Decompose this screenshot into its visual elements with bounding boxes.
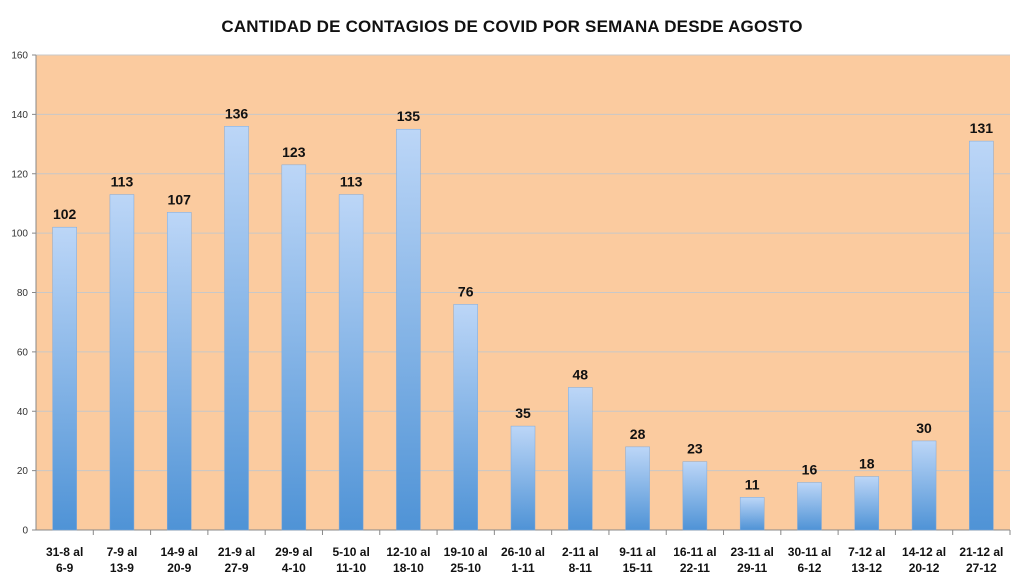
data-label: 113	[111, 174, 134, 190]
data-labels: 102 113 107 136 123 113 135 76 35 48 28 23 11 16 18 30 1…	[53, 105, 993, 492]
data-label: 113	[340, 174, 363, 190]
data-label: 18	[859, 456, 875, 472]
x-tick-label: 27-12	[966, 561, 997, 575]
data-label: 135	[397, 108, 421, 124]
data-label: 11	[745, 476, 760, 492]
data-label: 35	[515, 405, 531, 421]
x-tick-label: 1-11	[511, 561, 535, 575]
y-tick-label: 0	[22, 526, 28, 537]
x-tick-label: 8-11	[569, 561, 593, 575]
x-tick-label: 15-11	[623, 561, 653, 575]
y-tick-label: 120	[11, 169, 28, 180]
data-label: 30	[916, 420, 932, 436]
x-tick-label: 27-9	[225, 561, 249, 575]
x-tick-label: 22-11	[680, 561, 710, 575]
bar	[854, 476, 880, 531]
bar	[510, 425, 536, 531]
data-label: 16	[802, 462, 818, 478]
x-tick-label: 16-11 al	[673, 545, 716, 559]
x-tick-label: 29-9 al	[275, 545, 312, 559]
bar	[338, 194, 364, 531]
x-tick-label: 19-10 al	[444, 545, 488, 559]
x-tick-label: 11-10	[336, 561, 366, 575]
x-tick-label: 7-12 al	[848, 545, 885, 559]
x-tick-label: 14-9 al	[161, 545, 198, 559]
x-tick-label: 25-10	[450, 561, 481, 575]
y-tick-label: 40	[17, 407, 29, 418]
data-label: 76	[458, 283, 474, 299]
bar	[568, 387, 593, 531]
x-tick-label: 4-10	[282, 561, 306, 575]
bar	[453, 304, 478, 531]
x-tick-label: 13-12	[851, 561, 882, 575]
x-tick-label: 21-9 al	[218, 545, 255, 559]
data-label: 123	[282, 144, 306, 160]
x-tick-label: 14-12 al	[902, 545, 946, 559]
x-tick-label: 23-11 al	[730, 545, 773, 559]
x-tick-label: 20-9	[167, 561, 191, 575]
y-tick-label: 160	[11, 51, 28, 62]
y-tick-label: 60	[17, 347, 29, 358]
data-label: 107	[168, 191, 192, 207]
x-tick-label: 20-12	[909, 561, 940, 575]
bar	[224, 126, 249, 531]
data-label: 102	[53, 206, 77, 222]
bar	[911, 440, 937, 531]
y-tick-label: 80	[17, 288, 29, 299]
bar	[166, 212, 192, 531]
x-tick-label: 5-10 al	[332, 545, 369, 559]
bar	[682, 461, 708, 531]
x-tick-label: 18-10	[393, 561, 424, 575]
x-tick-label: 13-9	[110, 561, 134, 575]
bar	[797, 482, 822, 531]
bar	[281, 164, 307, 531]
bar	[739, 497, 765, 531]
x-tick-label: 29-11	[737, 561, 767, 575]
x-tick-label: 30-11 al	[788, 545, 831, 559]
x-tick-label: 6-12	[797, 561, 821, 575]
data-label: 28	[630, 426, 646, 442]
x-tick-label: 31-8 al	[46, 545, 83, 559]
x-tick-label: 26-10 al	[501, 545, 545, 559]
bars	[52, 126, 994, 531]
y-tick-label: 20	[17, 466, 29, 477]
category-labels: 31-8 al 6-9 7-9 al 13-9 14-9 al 20-9 21-9 al 27…	[46, 545, 1003, 575]
data-label: 23	[687, 441, 703, 457]
bar	[969, 140, 994, 531]
data-label: 131	[970, 120, 994, 136]
x-tick-label: 2-11 al	[562, 545, 599, 559]
x-tick-label: 7-9 al	[107, 545, 138, 559]
bar	[396, 128, 421, 531]
x-tick-label: 9-11 al	[619, 545, 656, 559]
bar	[625, 446, 650, 531]
chart-title: CANTIDAD DE CONTAGIOS DE COVID POR SEMAN…	[221, 17, 803, 36]
bar	[52, 226, 77, 531]
y-tick-label: 100	[11, 229, 28, 240]
y-tick-label: 140	[11, 110, 28, 121]
bar	[109, 194, 135, 531]
data-label: 136	[225, 105, 249, 121]
data-label: 48	[573, 367, 589, 383]
x-tick-label: 21-12 al	[959, 545, 1003, 559]
x-tick-label: 12-10 al	[386, 545, 430, 559]
x-tick-label: 6-9	[56, 561, 74, 575]
